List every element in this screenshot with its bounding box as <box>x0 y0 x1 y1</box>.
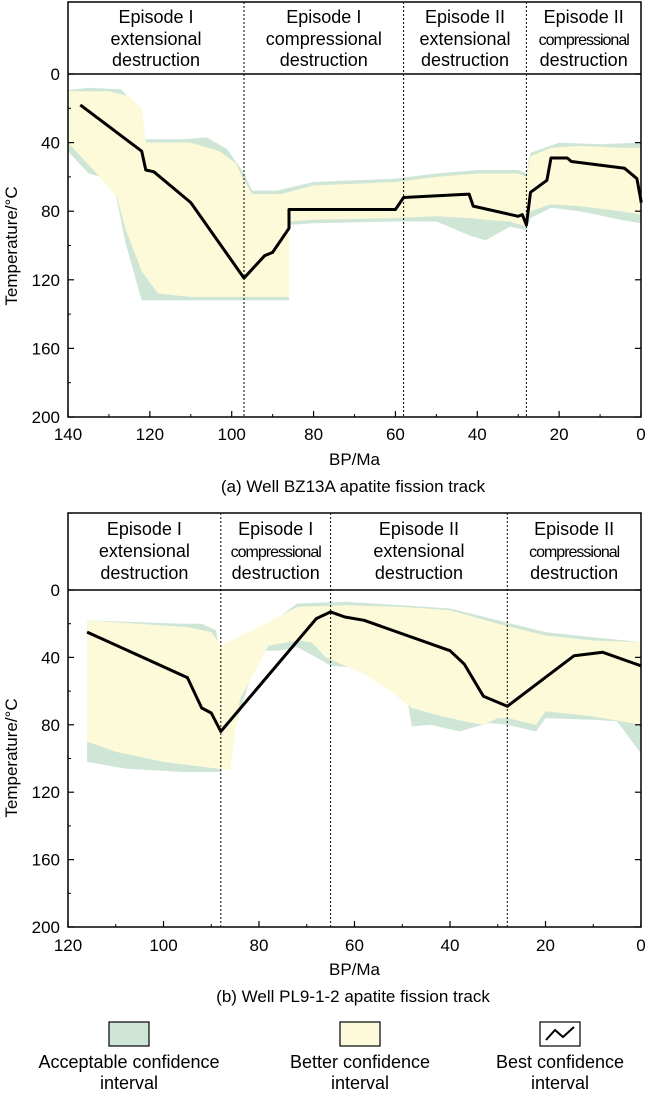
legend-swatch-better <box>339 1021 381 1047</box>
legend-label-line: Acceptable confidence <box>38 1052 219 1072</box>
episode-label-line: compressional <box>231 544 322 561</box>
y-tick-label: 40 <box>41 648 60 667</box>
y-tick-label: 120 <box>32 783 60 802</box>
x-tick-label: 80 <box>250 936 269 955</box>
episode-label-line: extensional <box>419 29 510 49</box>
episode-label-line: compressional <box>529 544 620 561</box>
episode-label-line: compressional <box>266 29 382 49</box>
y-tick-label: 200 <box>32 918 60 937</box>
x-tick-label: 40 <box>441 936 460 955</box>
confidence-bands <box>68 87 641 301</box>
y-tick-label: 80 <box>41 716 60 735</box>
episode-label-line: destruction <box>421 50 509 70</box>
x-axis-title: BP/Ma <box>329 960 381 979</box>
episode-label-line: destruction <box>280 50 368 70</box>
episode-label-line: compressional <box>539 32 630 49</box>
episode-label-line: destruction <box>232 563 320 583</box>
episode-header-2: Episode I compressional destruction <box>231 519 323 583</box>
episode-label-line: Episode I <box>238 519 313 539</box>
y-tick-label: 0 <box>51 581 60 600</box>
x-tick-label: 0 <box>636 936 645 955</box>
y-axis-title: Temperature/°C <box>2 698 21 817</box>
legend-label-line: Best confidence <box>496 1052 624 1072</box>
x-tick-label: 20 <box>550 425 569 444</box>
episode-label-line: Episode II <box>534 519 614 539</box>
y-tick-label: 0 <box>51 65 60 84</box>
confidence-bands <box>87 601 641 772</box>
episode-label-line: Episode II <box>425 7 505 27</box>
x-tick-label: 0 <box>636 425 645 444</box>
episode-label-line: destruction <box>375 563 463 583</box>
x-axis-title: BP/Ma <box>329 450 381 469</box>
x-tick-label: 140 <box>54 425 82 444</box>
panel-caption: (a) Well BZ13A apatite fission track <box>221 477 486 496</box>
episode-label-line: destruction <box>530 563 618 583</box>
y-tick-label: 200 <box>32 408 60 427</box>
y-tick-label: 160 <box>32 851 60 870</box>
y-tick-label: 80 <box>41 202 60 221</box>
legend-swatch-acceptable <box>108 1021 150 1047</box>
episode-label-line: Episode II <box>544 7 624 27</box>
y-tick-label: 40 <box>41 134 60 153</box>
episode-label-line: destruction <box>540 50 628 70</box>
episode-label-line: Episode I <box>118 7 193 27</box>
panel-caption: (b) Well PL9-1-2 apatite fission track <box>216 987 490 1006</box>
episode-header-4: Episode II compressional destruction <box>529 519 621 583</box>
better-confidence-band <box>87 605 641 771</box>
x-tick-label: 60 <box>345 936 364 955</box>
episode-label-line: destruction <box>100 563 188 583</box>
episode-label-line: Episode II <box>379 519 459 539</box>
y-tick-label: 160 <box>32 339 60 358</box>
episode-label-line: extensional <box>110 29 201 49</box>
legend-swatch-best <box>539 1021 581 1047</box>
best-fit-thermal-path <box>79 103 643 280</box>
episode-label-line: Episode I <box>107 519 182 539</box>
best-fit-thermal-path <box>86 610 642 733</box>
x-tick-label: 60 <box>386 425 405 444</box>
episode-label-line: Episode I <box>286 7 361 27</box>
y-axis-title: Temperature/°C <box>2 186 21 305</box>
x-tick-label: 100 <box>218 425 246 444</box>
legend-line-sample <box>545 1026 575 1041</box>
x-tick-label: 80 <box>304 425 323 444</box>
x-tick-label: 40 <box>468 425 487 444</box>
episode-label-line: extensional <box>373 541 464 561</box>
episode-label-line: extensional <box>99 541 190 561</box>
x-tick-label: 100 <box>149 936 177 955</box>
y-tick-label: 120 <box>32 271 60 290</box>
x-tick-label: 20 <box>536 936 555 955</box>
legend-label-line: interval <box>531 1073 589 1093</box>
legend-label-line: interval <box>331 1073 389 1093</box>
legend-label-line: Better confidence <box>290 1052 430 1072</box>
legend-label-line: interval <box>100 1073 158 1093</box>
x-tick-label: 120 <box>136 425 164 444</box>
better-confidence-band <box>68 91 641 297</box>
episode-label-line: destruction <box>112 50 200 70</box>
x-tick-label: 120 <box>54 936 82 955</box>
